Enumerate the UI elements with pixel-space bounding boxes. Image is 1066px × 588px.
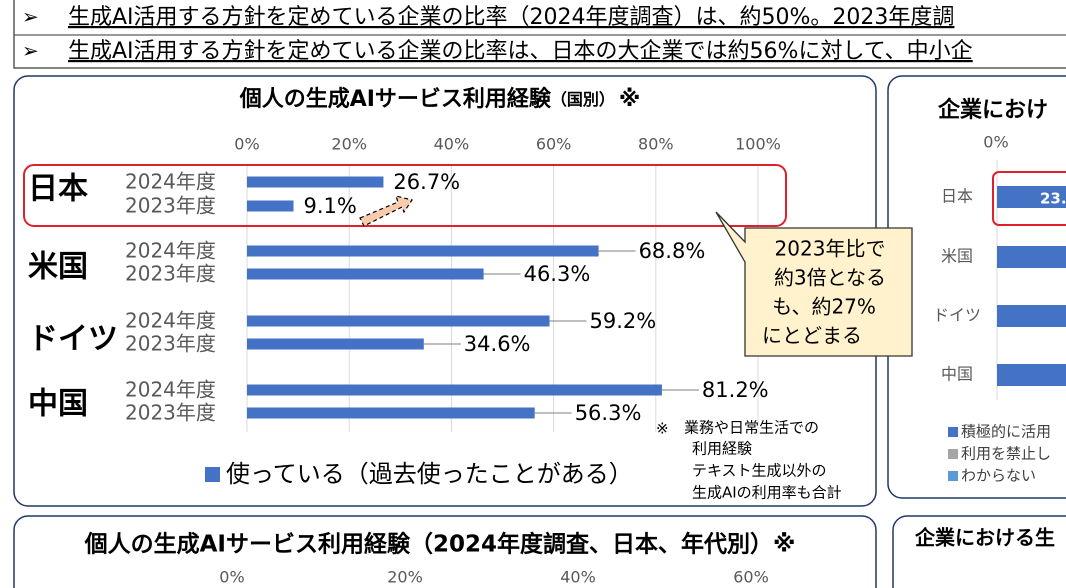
x-tick-label: 20% [387,568,423,587]
value-label: 46.3% [524,262,591,286]
footnote-line: 利用経験 [692,440,752,458]
bullet: 生成AI活用する方針を定めている企業の比率（2024年度調査）は、約50%。20… [68,5,954,30]
country-label: 日本 [28,172,88,207]
x-tick-label: 0% [219,568,244,587]
value-label: 56.3% [575,401,642,425]
x-tick-label: 0% [983,133,1008,152]
value-label: 34.6% [464,332,531,356]
bar [247,338,424,350]
legend-swatch [948,471,958,481]
x-tick-label: 20% [331,135,367,154]
value-label: 9.1% [304,194,357,218]
chart-title: 個人の生成AIサービス利用経験（国別） ※ [239,86,641,112]
highlight-box [992,171,1066,226]
year-label: 2023年度 [125,262,216,286]
legend-swatch [205,467,220,482]
x-tick-label: 40% [434,135,470,154]
bars: 日本 2024年度 26.7% 2023年度 9.1% 米国 2024年度 68.8% 2023… [28,170,769,426]
axis: 0% 20% 40% 60% [219,568,768,587]
bar [247,407,535,419]
value-label: 59.2% [590,309,657,333]
value-label: 68.8% [639,239,706,263]
legend-swatch [948,427,958,437]
panel [13,515,877,588]
year-label: 2024年度 [125,239,216,263]
callout-line: も、約27% [772,295,876,319]
value-label: 26.7% [393,170,460,194]
panel [892,515,1066,588]
callout-line: 2023年比で [775,237,886,261]
footnote-mark: ※ [656,420,669,438]
year-label: 2023年度 [125,194,216,218]
grid: 0% 20% 40% 60% 80% 100% [234,135,781,432]
country-label: 中国 [28,387,88,422]
x-tick-label: 60% [733,568,769,587]
footnote-line: 生成AIの利用率も合計 [692,484,842,502]
year-label: 2024年度 [125,378,216,402]
title-note: （国別） [551,90,615,109]
bar-cropped [997,305,1066,327]
footnote-line: テキスト生成以外の [692,462,827,480]
chart-title: 企業におけ [937,97,1048,123]
year-label: 2024年度 [125,309,216,333]
bullet-marker: ➢ [22,39,39,63]
category-label: 日本 [941,187,973,206]
bar [247,315,550,327]
chart-title: 企業における生 [914,526,1055,550]
bar-cropped [997,246,1066,268]
title-mark: ※ [619,87,640,112]
title-main: 個人の生成AIサービス利用経験 [239,86,552,112]
callout-line: 約3倍となる [774,266,886,290]
x-tick-label: 80% [638,135,674,154]
bar [247,200,294,212]
bar [247,384,662,396]
highlight-box [23,164,787,227]
value-label: 81.2% [702,378,769,402]
country-label: ドイツ [28,322,118,357]
data-label: 23. [1040,190,1066,208]
bullet-marker: ➢ [22,5,39,29]
legend-label: わからない [961,467,1036,485]
bullet: 生成AI活用する方針を定めている企業の比率は、日本の大企業では約56%に対して、… [68,39,973,64]
legend-label: 積極的に活用 [961,423,1051,441]
footnote-line: 業務や日常生活での [684,419,819,437]
x-tick-label: 0% [234,135,259,154]
legend-swatch [948,449,958,459]
year-label: 2023年度 [125,332,216,356]
category-label: ドイツ [933,306,981,325]
chart-title: 個人の生成AIサービス利用経験（2024年度調査、日本、年代別）※ [84,531,796,558]
bar [247,176,384,188]
x-tick-label: 60% [536,135,572,154]
legend-label: 利用を禁止し [961,445,1051,463]
x-tick-label: 100% [735,135,781,154]
bar [247,268,484,280]
category-label: 米国 [941,247,973,266]
x-tick-label: 40% [560,568,596,587]
country-label: 米国 [28,250,88,285]
callout-line: にとどまる [762,324,862,348]
bar-cropped [997,364,1066,386]
year-label: 2024年度 [125,170,216,194]
bar-cropped [997,186,1066,208]
legend-label: 使っている（過去使ったことがある） [226,460,633,488]
growth-arrow [359,195,413,227]
header-box [13,0,1066,69]
callout [715,211,913,357]
category-label: 中国 [941,365,973,384]
year-label: 2023年度 [125,401,216,425]
bar [247,245,599,257]
